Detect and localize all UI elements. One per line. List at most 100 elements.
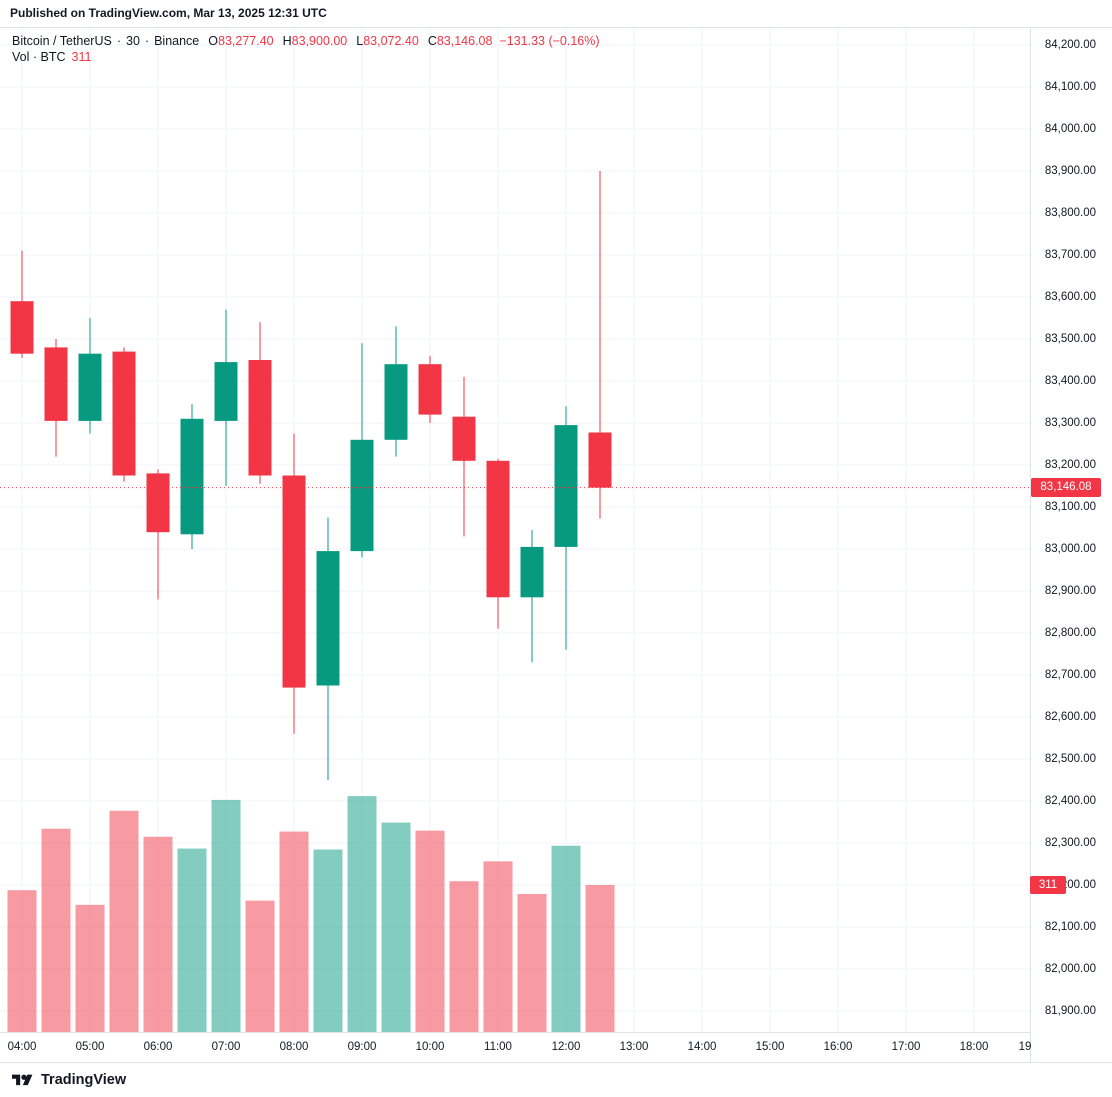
time-tick: 19	[1018, 1041, 1032, 1053]
time-tick: 15:00	[755, 1041, 785, 1053]
price-tick: 82,900.00	[1044, 585, 1096, 597]
price-tick: 83,700.00	[1044, 249, 1096, 261]
chart-legend: Bitcoin / TetherUS · 30 · Binance O83,277.40 H…	[12, 33, 600, 65]
candlestick-chart[interactable]	[0, 0, 1112, 1062]
price-tick: 83,600.00	[1044, 291, 1096, 303]
time-tick: 18:00	[959, 1041, 989, 1053]
volume-bar	[177, 848, 207, 1032]
candle-body	[316, 551, 340, 686]
time-tick: 09:00	[347, 1041, 377, 1053]
time-tick: 07:00	[211, 1041, 241, 1053]
volume-bar	[449, 881, 479, 1032]
volume-bar	[211, 799, 241, 1032]
price-tick: 81,900.00	[1044, 1005, 1096, 1017]
time-axis[interactable]: 04:00 05:00 06:00 07:00 08:00 09:00 10:00 11:00…	[0, 1032, 1032, 1062]
volume-bar	[483, 861, 513, 1032]
volume-bar	[279, 831, 309, 1032]
candle-body	[214, 362, 238, 421]
change-value: −131.33 (−0.16%)	[499, 34, 600, 48]
high-value: 83,900.00	[291, 34, 348, 48]
price-tick: 82,800.00	[1044, 627, 1096, 639]
price-tick: 83,100.00	[1044, 501, 1096, 513]
time-tick: 06:00	[143, 1041, 173, 1053]
open-key: O	[208, 34, 218, 48]
price-tick: 83,300.00	[1044, 417, 1096, 429]
volume-bar	[347, 796, 377, 1032]
volume-bar	[551, 845, 581, 1032]
price-tick: 82,400.00	[1044, 795, 1096, 807]
price-tick: 82,300.00	[1044, 837, 1096, 849]
candle-body	[78, 353, 102, 421]
current-price-label: 83,146.08	[1031, 478, 1101, 498]
price-tick: 83,900.00	[1044, 165, 1096, 177]
price-tick: 82,600.00	[1044, 711, 1096, 723]
candle-body	[248, 360, 272, 476]
candle-body	[520, 546, 544, 598]
tradingview-logo-icon[interactable]	[12, 1072, 33, 1089]
candle-body	[384, 364, 408, 440]
volume-bar	[585, 884, 615, 1032]
price-tick: 84,100.00	[1044, 81, 1096, 93]
price-tick: 82,700.00	[1044, 669, 1096, 681]
time-tick: 13:00	[619, 1041, 649, 1053]
candle-body	[112, 351, 136, 476]
time-tick: 08:00	[279, 1041, 309, 1053]
time-tick: 11:00	[484, 1041, 512, 1053]
volume-row: Vol · BTC 311	[12, 49, 600, 65]
time-tick: 10:00	[415, 1041, 445, 1053]
candle-body	[554, 425, 578, 547]
candle-body	[588, 432, 612, 488]
volume-indicator-label[interactable]: Vol · BTC	[12, 50, 66, 64]
exchange-name: Binance	[154, 34, 200, 48]
tradingview-brand[interactable]: TradingView	[41, 1072, 127, 1088]
published-text: Published on TradingView.com, Mar 13, 20…	[10, 6, 327, 20]
price-tick: 82,500.00	[1044, 753, 1096, 765]
candle-body	[44, 347, 68, 421]
price-tick: 83,800.00	[1044, 207, 1096, 219]
volume-bar	[381, 822, 411, 1032]
footer: TradingView	[0, 1062, 1112, 1097]
time-tick: 12:00	[551, 1041, 581, 1053]
price-tick: 82,000.00	[1044, 963, 1096, 975]
price-tick: 83,200.00	[1044, 459, 1096, 471]
price-tick: 83,500.00	[1044, 333, 1096, 345]
volume-bar	[41, 828, 71, 1032]
published-bar: Published on TradingView.com, Mar 13, 20…	[0, 0, 1112, 28]
volume-bar	[313, 849, 343, 1032]
candle-body	[350, 439, 374, 552]
price-tick: 83,000.00	[1044, 543, 1096, 555]
volume-bar	[245, 900, 275, 1032]
candle-body	[452, 416, 476, 461]
symbol-row: Bitcoin / TetherUS · 30 · Binance O83,277.40 H…	[12, 33, 600, 49]
volume-bar	[75, 904, 105, 1032]
candle-body	[146, 473, 170, 533]
candle-body	[180, 418, 204, 535]
volume-bar	[7, 890, 37, 1032]
volume-badge: 311	[1030, 875, 1066, 894]
open-value: 83,277.40	[218, 34, 274, 48]
price-tick: 82,100.00	[1044, 921, 1096, 933]
volume-bar	[143, 836, 173, 1032]
low-value: 83,072.40	[363, 34, 419, 48]
candle-body	[486, 460, 510, 598]
time-tick: 04:00	[7, 1041, 37, 1053]
high-key: H	[282, 34, 292, 48]
candle-body	[282, 475, 306, 688]
volume-bar	[109, 810, 139, 1032]
price-tick: 83,400.00	[1044, 375, 1096, 387]
interval-value[interactable]: 30	[126, 34, 140, 48]
separator-dot: ·	[116, 34, 121, 48]
time-tick: 17:00	[891, 1041, 921, 1053]
price-axis[interactable]: 84,200.00 84,100.00 84,000.00 83,900.00 83,8…	[1030, 0, 1112, 1062]
time-tick: 05:00	[75, 1041, 105, 1053]
candle-body	[10, 301, 34, 354]
close-key: C	[427, 34, 437, 48]
price-tick: 84,000.00	[1044, 123, 1096, 135]
volume-bar	[415, 830, 445, 1032]
price-tick: 84,200.00	[1044, 39, 1096, 51]
close-value: 83,146.08	[436, 34, 493, 48]
low-key: L	[356, 34, 364, 48]
symbol-name[interactable]: Bitcoin / TetherUS	[12, 34, 112, 48]
separator-dot: ·	[144, 34, 150, 48]
